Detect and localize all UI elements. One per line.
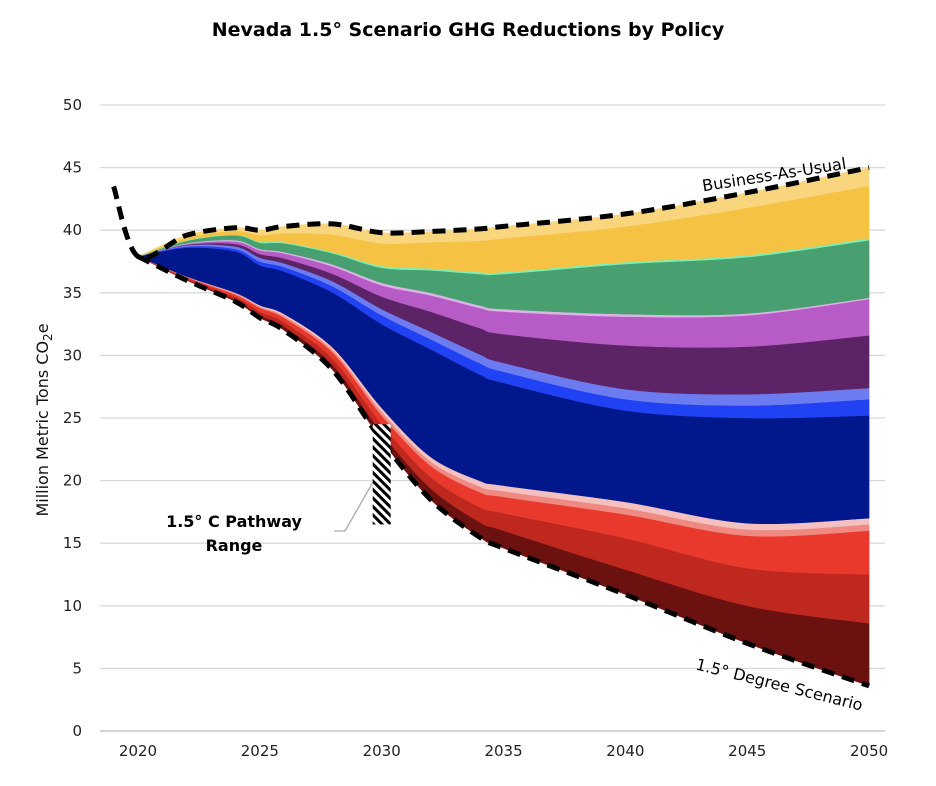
chart-title: Nevada 1.5° Scenario GHG Reductions by P… <box>212 19 725 41</box>
bau-line <box>111 165 870 261</box>
x-tick-label: 2030 <box>363 742 401 760</box>
y-tick-label: 10 <box>63 597 82 615</box>
reference-lines <box>111 165 870 689</box>
pathway-range-bar <box>372 424 391 525</box>
y-axis-label: Million Metric Tons CO2e <box>33 323 55 516</box>
y-tick-label: 20 <box>63 472 82 490</box>
y-tick-label: 35 <box>63 284 82 302</box>
x-tick-label: 2020 <box>119 742 157 760</box>
y-tick-label: 25 <box>63 409 82 427</box>
y-tick-labels: 0 5 10 15 20 25 30 35 40 45 50 <box>63 96 82 740</box>
y-tick-label: 40 <box>63 221 82 239</box>
x-tick-labels: 2020 2025 2030 2035 2040 2045 2050 <box>119 742 888 760</box>
stacked-areas <box>137 167 870 687</box>
pathway-label-line1: 1.5° C Pathway <box>166 512 302 531</box>
y-tick-label: 50 <box>63 96 82 114</box>
x-tick-label: 2025 <box>241 742 279 760</box>
x-tick-label: 2040 <box>606 742 644 760</box>
y-tick-label: 30 <box>63 346 82 364</box>
area-series-15 <box>137 167 870 257</box>
x-tick-label: 2045 <box>728 742 766 760</box>
y-tick-label: 0 <box>72 722 82 740</box>
y-tick-label: 15 <box>63 534 82 552</box>
pathway-label-line2: Range <box>206 536 263 555</box>
x-tick-label: 2050 <box>850 742 888 760</box>
pathway-leader-line <box>334 481 374 532</box>
x-tick-label: 2035 <box>484 742 522 760</box>
y-tick-label: 45 <box>63 159 82 177</box>
scenario-line <box>136 254 870 689</box>
y-tick-label: 5 <box>72 659 82 677</box>
